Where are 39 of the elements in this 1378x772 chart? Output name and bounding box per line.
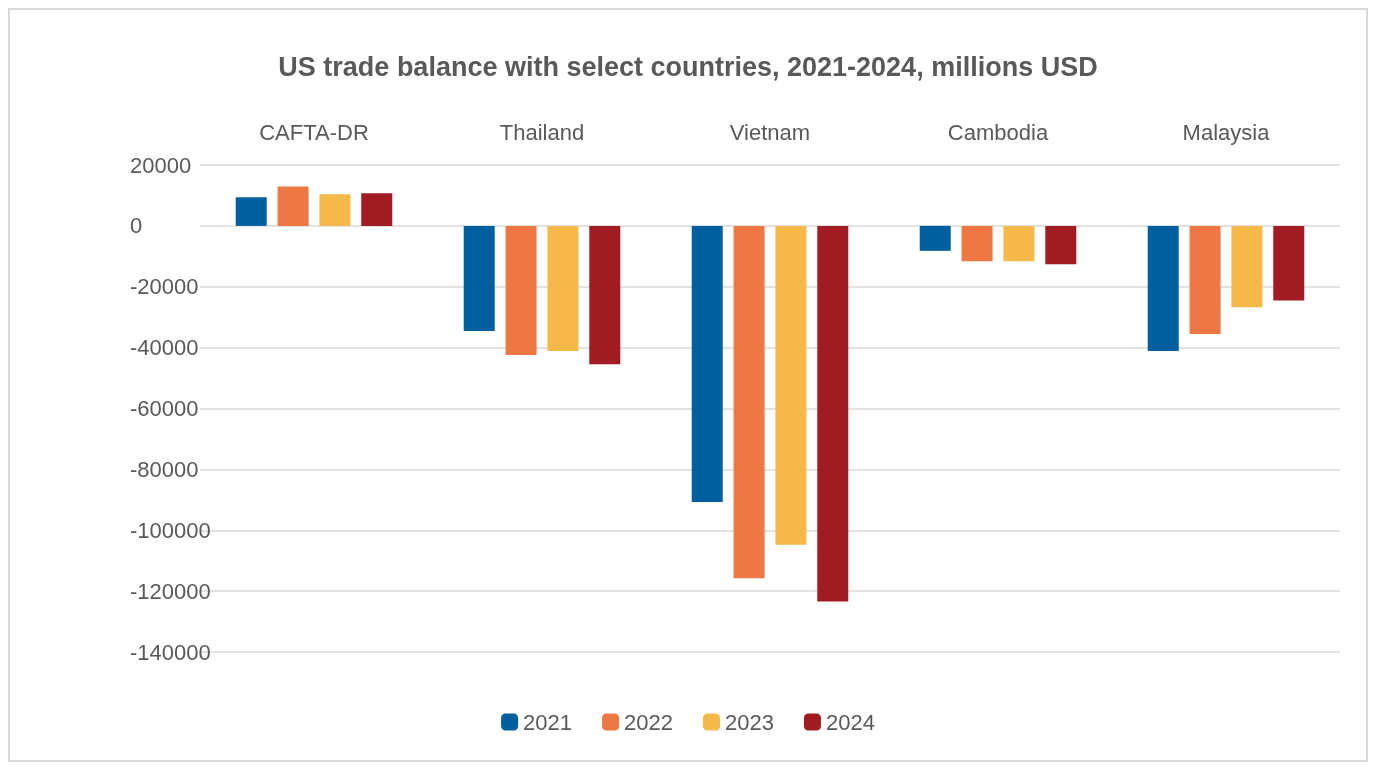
bar <box>1231 225 1263 308</box>
bar <box>547 225 579 351</box>
bar <box>235 197 267 226</box>
bar <box>1273 225 1305 301</box>
x-tick-label: Thailand <box>499 119 585 145</box>
bar <box>505 225 537 355</box>
bar <box>775 225 807 545</box>
legend-label: 2022 <box>624 709 674 735</box>
bar <box>1189 225 1221 334</box>
chart-title: US trade balance with select countries, 2021-2024, millions USD <box>278 51 1098 82</box>
x-tick-label: Cambodia <box>947 119 1049 145</box>
y-tick-label: -20000 <box>130 274 199 300</box>
bar <box>277 186 309 226</box>
bar <box>733 225 765 579</box>
bar <box>463 225 495 331</box>
bar <box>1045 225 1077 265</box>
legend-label: 2023 <box>725 709 774 735</box>
y-tick-label: -140000 <box>130 639 211 665</box>
bar <box>691 225 723 502</box>
x-tick-label: Vietnam <box>729 119 811 145</box>
bar <box>361 193 393 226</box>
y-tick-label: 20000 <box>130 152 192 178</box>
bar <box>919 225 951 251</box>
bar <box>319 194 351 226</box>
y-tick-label: 0 <box>130 213 143 239</box>
legend-label: 2021 <box>523 709 573 735</box>
y-tick-label: -100000 <box>130 517 211 543</box>
y-tick-label: -60000 <box>130 396 199 421</box>
bar <box>961 225 993 262</box>
bar <box>589 225 621 365</box>
x-tick-label: CAFTA-DR <box>259 119 369 145</box>
x-tick-label: Malaysia <box>1182 119 1271 145</box>
bar <box>817 225 849 602</box>
bar <box>1147 225 1179 351</box>
y-tick-label: -120000 <box>130 578 211 604</box>
y-tick-label: -40000 <box>130 335 199 361</box>
bar <box>1003 225 1035 262</box>
legend-label: 2024 <box>825 709 875 735</box>
y-tick-label: -80000 <box>130 456 199 482</box>
